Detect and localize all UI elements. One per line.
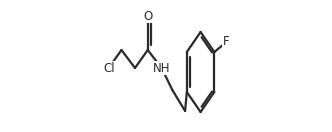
Text: F: F [223, 36, 230, 48]
Text: O: O [143, 10, 152, 22]
Text: NH: NH [153, 62, 170, 74]
Text: Cl: Cl [103, 62, 115, 74]
